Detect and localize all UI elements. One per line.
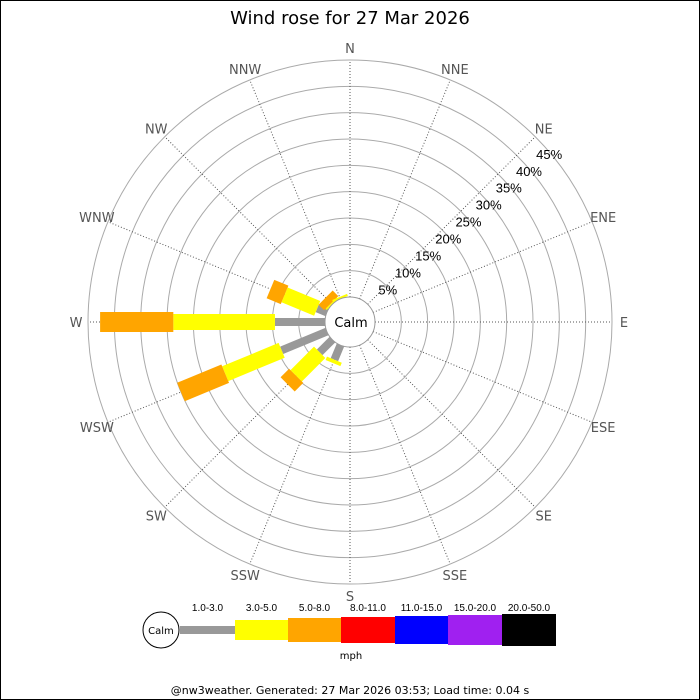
legend-label: 1.0-3.0 <box>192 603 224 614</box>
calm-circle <box>324 296 376 348</box>
bar-NNW-3.0-5.0 <box>332 293 348 302</box>
legend-label: 5.0-8.0 <box>299 603 331 614</box>
bar-WSW-3.0-5.0 <box>222 342 285 382</box>
legend-swatch <box>235 620 288 640</box>
legend-swatch <box>341 617 395 643</box>
grid-spoke <box>367 339 536 508</box>
legend-swatch <box>502 614 556 646</box>
radial-tick-label: 20% <box>435 232 461 247</box>
grid-ring <box>87 59 613 585</box>
legend-label: 11.0-15.0 <box>401 603 443 614</box>
radial-tick-label: 40% <box>516 164 542 179</box>
direction-label: NE <box>535 122 553 137</box>
legend-calm-label: Calm <box>148 626 174 637</box>
radial-tick-label: 15% <box>415 248 441 263</box>
legend-swatch <box>448 615 502 645</box>
direction-label: SW <box>146 510 167 525</box>
grid-spoke <box>372 221 593 313</box>
legend-calm-circle <box>142 611 180 649</box>
legend-swatch <box>395 616 448 644</box>
calm-label: Calm <box>334 316 367 331</box>
legend: Calm mph 1.0-3.0 3.0-5.0 5.0-8.0 8.0-11.0 11… <box>142 603 556 662</box>
chart-title: Wind rose for 27 Mar 2026 <box>230 8 470 29</box>
radial-tick-label: 35% <box>496 181 522 196</box>
direction-label: N <box>345 42 355 57</box>
radial-tick-label: 25% <box>455 215 481 230</box>
bar-W-1.0-3.0 <box>274 318 325 326</box>
bars <box>100 279 348 402</box>
legend-unit: mph <box>340 651 362 662</box>
legend-label: 20.0-50.0 <box>508 603 551 614</box>
direction-label: ESE <box>591 421 616 436</box>
bar-WSW-1.0-3.0 <box>280 327 329 355</box>
legend-swatch <box>180 626 235 634</box>
grid-spoke <box>249 344 341 565</box>
bar-SSW-1.0-3.0 <box>330 343 345 362</box>
radial-tick-label: 10% <box>395 265 421 280</box>
direction-label: WSW <box>80 421 114 436</box>
direction-label: SSE <box>442 569 467 584</box>
bar-SW-1.0-3.0 <box>316 336 336 356</box>
grid-spoke <box>359 79 451 300</box>
grid-spoke <box>367 136 536 305</box>
grid-spoke <box>359 344 451 565</box>
labels: N NNE NE ENE E ESE SE SSE S SSW SW WSW W WNW NW NNW 5% 10… <box>70 42 629 605</box>
bar-W-5.0-8.0 <box>100 312 174 332</box>
radial-tick-label: 30% <box>476 198 502 213</box>
bar-WSW-5.0-8.0 <box>177 364 230 402</box>
bar-WNW-5.0-8.0 <box>266 279 289 305</box>
direction-label: NNE <box>441 63 469 78</box>
direction-label: NW <box>145 122 168 137</box>
footer: @nw3weather. Generated: 27 Mar 2026 03:5… <box>171 684 530 697</box>
direction-label: NNW <box>229 63 261 78</box>
direction-label: SE <box>536 510 552 525</box>
radial-tick-label: 5% <box>378 282 397 297</box>
bar-W-3.0-5.0 <box>173 314 275 330</box>
radial-tick-label: 45% <box>536 147 562 162</box>
legend-label: 15.0-20.0 <box>454 603 497 614</box>
grid-spoke <box>249 79 341 300</box>
legend-swatch <box>288 618 341 642</box>
bar-SSW-3.0-5.0 <box>325 356 342 367</box>
legend-label: 3.0-5.0 <box>246 603 278 614</box>
direction-label: E <box>620 316 628 331</box>
direction-label: ENE <box>590 211 616 226</box>
direction-label: W <box>70 316 83 331</box>
legend-label: 8.0-11.0 <box>350 603 386 614</box>
bar-WNW-3.0-5.0 <box>281 287 321 316</box>
direction-label: S <box>346 590 354 605</box>
bar-NW-5.0-8.0 <box>318 290 339 311</box>
bar-SW-5.0-8.0 <box>280 368 304 392</box>
direction-label: SSW <box>230 569 260 584</box>
direction-label: WNW <box>79 211 115 226</box>
grid-spoke <box>164 136 333 305</box>
grid-spoke <box>372 331 593 423</box>
bar-SW-3.0-5.0 <box>290 346 326 382</box>
